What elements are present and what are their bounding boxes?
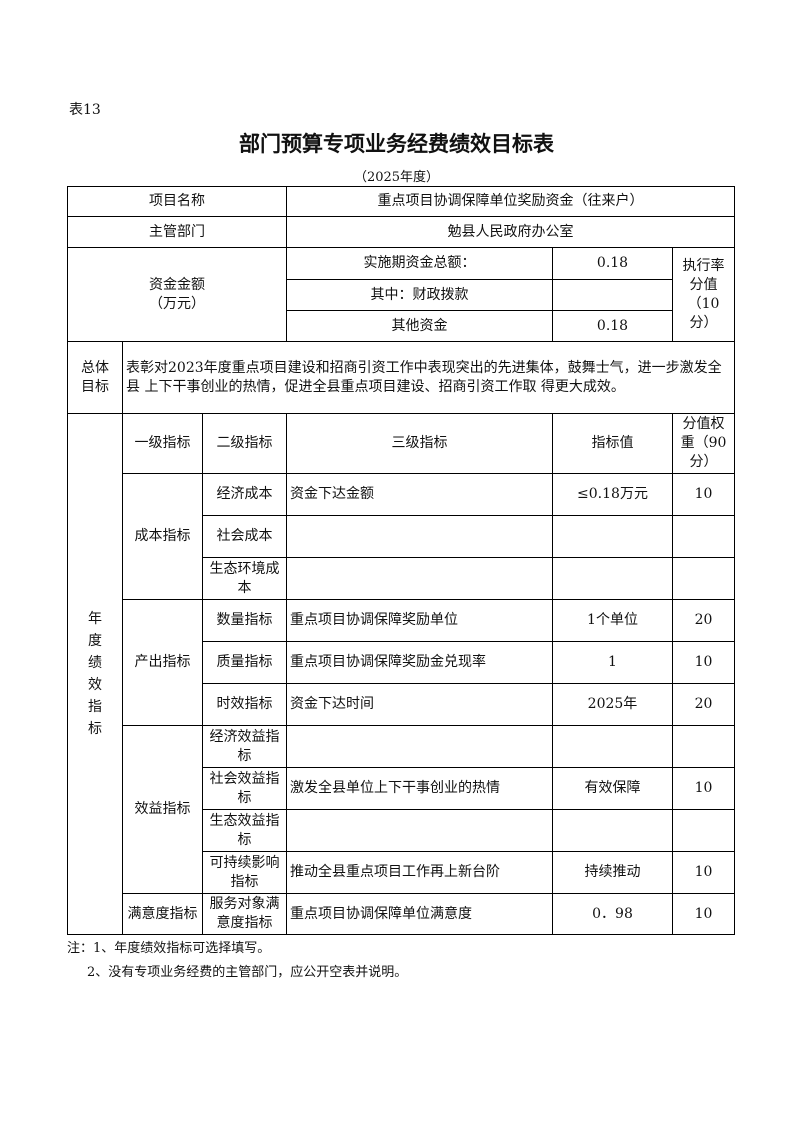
execution-score-label: 执行率分值（10分） (672, 247, 735, 342)
page-title: 部门预算专项业务经费绩效目标表 (239, 132, 554, 156)
header-score: 分值权重（90分） (672, 413, 735, 474)
level2-indicator: 社会成本 (202, 515, 287, 558)
indicator-value (552, 557, 673, 600)
funds-fiscal-value (552, 279, 673, 311)
table-row: 产出指标 数量指标 重点项目协调保障奖励单位 1个单位 20 (68, 599, 735, 726)
level2-indicator: 社会效益指标 (202, 767, 287, 810)
table-row: 满意度指标 服务对象满意度指标 重点项目协调保障单位满意度 0．98 10 (68, 893, 735, 935)
indicator-value: 0．98 (552, 893, 673, 935)
overall-goal-text: 表彰对2023年度重点项目建设和招商引资工作中表现突出的先进集体，鼓舞士气，进一… (122, 341, 735, 414)
indicator-value: ≤0.18万元 (552, 473, 673, 516)
funds-other-value: 0.18 (552, 310, 673, 342)
level3-indicator: 推动全县重点项目工作再上新台阶 (286, 851, 553, 894)
table-row: 生态效益指标 (68, 809, 735, 852)
indicator-value (552, 725, 673, 768)
funds-other-label: 其他资金 (286, 310, 553, 342)
header-level2: 二级指标 (202, 413, 287, 474)
level3-indicator: 重点项目协调保障奖励金兑现率 (286, 641, 553, 684)
indicator-value: 2025年 (552, 683, 673, 726)
annual-indicators-label: 年度绩效指标 (67, 413, 123, 935)
table-wrapper: 项目名称 重点项目协调保障单位奖励资金（往来户） 主管部门 勉县人民政府办公室 … (67, 186, 735, 985)
table-row: 效益指标 经济效益指标 (68, 725, 735, 894)
level3-indicator (286, 809, 553, 852)
indicator-score (672, 809, 735, 852)
level2-indicator: 服务对象满意度指标 (202, 893, 287, 935)
indicator-score (672, 557, 735, 600)
level2-indicator: 数量指标 (202, 599, 287, 642)
level3-indicator: 资金下达时间 (286, 683, 553, 726)
level2-indicator: 质量指标 (202, 641, 287, 684)
indicator-value: 1 (552, 641, 673, 684)
header-level1: 一级指标 (122, 413, 203, 474)
indicator-score: 20 (672, 683, 735, 726)
table-row: 成本指标 经济成本 资金下达金额 ≤0.18万元 10 (68, 473, 735, 600)
level2-indicator: 生态效益指标 (202, 809, 287, 852)
table-row: 可持续影响指标 推动全县重点项目工作再上新台阶 持续推动 10 (68, 851, 735, 894)
indicator-score: 10 (672, 473, 735, 516)
indicator-score: 10 (672, 767, 735, 810)
level2-indicator: 可持续影响指标 (202, 851, 287, 894)
indicator-score: 10 (672, 893, 735, 935)
indicator-value: 持续推动 (552, 851, 673, 894)
level1-indicator: 产出指标 (122, 599, 203, 726)
indicator-value: 1个单位 (552, 599, 673, 642)
indicator-score (672, 515, 735, 558)
table-row: 生态环境成本 (68, 557, 735, 600)
header-level3: 三级指标 (286, 413, 553, 474)
level3-indicator (286, 515, 553, 558)
funds-total-label: 实施期资金总额： (286, 247, 553, 280)
level3-indicator: 重点项目协调保障单位满意度 (286, 893, 553, 935)
level1-indicator: 效益指标 (122, 725, 203, 894)
department-value: 勉县人民政府办公室 (286, 216, 735, 248)
indicator-value: 有效保障 (552, 767, 673, 810)
level1-indicator: 满意度指标 (122, 893, 203, 935)
level2-indicator: 生态环境成本 (202, 557, 287, 600)
note-2: 2、没有专项业务经费的主管部门，应公开空表并说明。 (87, 965, 408, 980)
level3-indicator: 激发全县单位上下干事创业的热情 (286, 767, 553, 810)
project-name-label: 项目名称 (67, 186, 287, 217)
year-subtitle: （2025年度） (353, 170, 440, 185)
indicator-score: 10 (672, 851, 735, 894)
level1-indicator: 成本指标 (122, 473, 203, 600)
table-row: 时效指标 资金下达时间 2025年 20 (68, 683, 735, 726)
funds-total-value: 0.18 (552, 247, 673, 280)
indicator-value (552, 809, 673, 852)
level2-indicator: 经济效益指标 (202, 725, 287, 768)
header-value: 指标值 (552, 413, 673, 474)
funds-label: 资金金额 （万元） (67, 247, 287, 342)
performance-table: 项目名称 重点项目协调保障单位奖励资金（往来户） 主管部门 勉县人民政府办公室 … (67, 186, 735, 935)
funds-fiscal-label: 其中：财政拨款 (286, 279, 553, 311)
overall-goal-label: 总体目标 (67, 341, 123, 414)
level2-indicator: 时效指标 (202, 683, 287, 726)
table-number: 表13 (69, 102, 101, 118)
table-row: 质量指标 重点项目协调保障奖励金兑现率 1 10 (68, 641, 735, 684)
indicator-score: 10 (672, 641, 735, 684)
indicator-score: 20 (672, 599, 735, 642)
notes: 注：1、年度绩效指标可选择填写。 2、没有专项业务经费的主管部门，应公开空表并说… (67, 937, 734, 985)
department-label: 主管部门 (67, 216, 287, 248)
project-name-value: 重点项目协调保障单位奖励资金（往来户） (286, 186, 735, 217)
indicator-value (552, 515, 673, 558)
indicator-score (672, 725, 735, 768)
level3-indicator (286, 725, 553, 768)
level3-indicator: 重点项目协调保障奖励单位 (286, 599, 553, 642)
note-1: 注：1、年度绩效指标可选择填写。 (67, 941, 271, 956)
level3-indicator (286, 557, 553, 600)
level3-indicator: 资金下达金额 (286, 473, 553, 516)
level2-indicator: 经济成本 (202, 473, 287, 516)
